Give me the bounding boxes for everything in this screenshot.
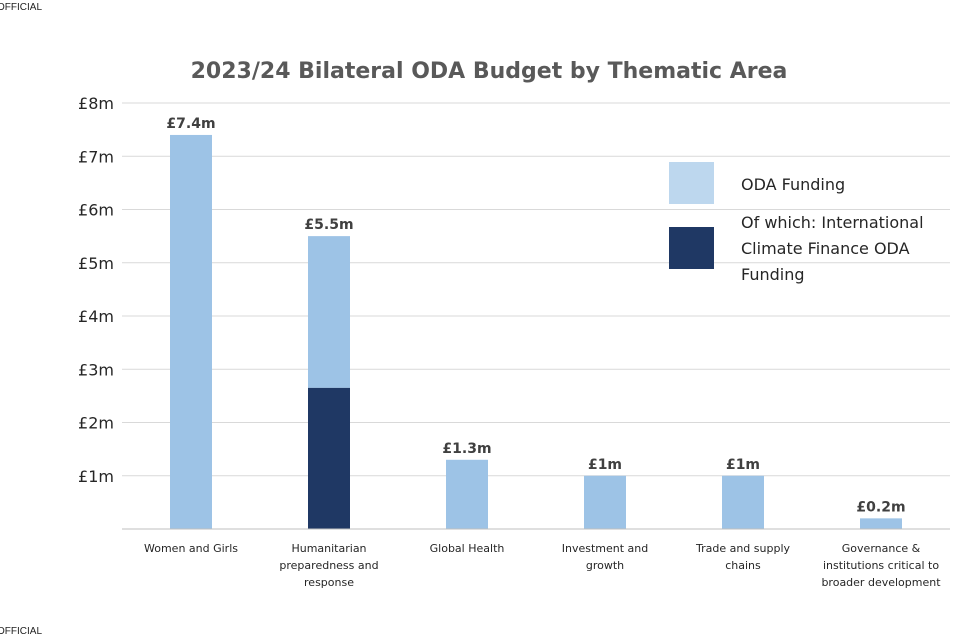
- data-label: £1m: [588, 457, 622, 473]
- bar-oda-funding: [308, 236, 350, 388]
- bar-oda-funding: [860, 518, 902, 529]
- security-marking-bottom: OFFICIAL: [0, 626, 43, 637]
- bar-oda-funding: [446, 459, 488, 529]
- data-labels: £7.4m £5.5m £1.3m £1m £1m £0.2m: [166, 116, 905, 515]
- bar-oda-funding: [170, 134, 212, 529]
- y-tick-label: £8m: [78, 94, 114, 113]
- x-axis: Women and Girls Humanitarian preparedness …: [122, 528, 950, 589]
- bar-oda-funding: [584, 475, 626, 529]
- y-tick-label: £2m: [78, 414, 114, 433]
- data-label: £5.5m: [304, 217, 353, 233]
- y-tick-label: £7m: [78, 147, 114, 166]
- data-label: £1.3m: [442, 441, 491, 457]
- category-label: Global Health: [430, 542, 505, 555]
- category-label: Governance & institutions critical to broa…: [821, 542, 941, 589]
- y-tick-label: £4m: [78, 307, 114, 326]
- y-axis: £1m £2m £3m £4m £5m £6m £7m £8m: [78, 94, 114, 486]
- bar-oda-funding: [722, 475, 764, 529]
- gridlines: [122, 102, 950, 477]
- security-marking-top: OFFICIAL: [0, 2, 43, 13]
- category-label: Women and Girls: [144, 542, 238, 555]
- y-tick-label: £3m: [78, 360, 114, 379]
- data-label: £1m: [726, 457, 760, 473]
- category-label: Trade and supply chains: [695, 542, 791, 572]
- legend-swatch-icf: [669, 227, 714, 269]
- bar-icf-funding: [308, 387, 350, 529]
- category-label: Humanitarian preparedness and response: [279, 542, 378, 589]
- y-tick-label: £6m: [78, 201, 114, 220]
- data-label: £7.4m: [166, 116, 215, 132]
- legend-swatch-oda: [669, 162, 714, 204]
- legend-label: ODA Funding: [741, 175, 845, 194]
- legend-label: Of which: International Climate Finance O…: [741, 213, 924, 284]
- data-label: £0.2m: [856, 499, 905, 515]
- y-tick-label: £1m: [78, 467, 114, 486]
- y-tick-label: £5m: [78, 254, 114, 273]
- legend: ODA Funding Of which: International Climat…: [669, 162, 924, 284]
- bars: [170, 134, 902, 529]
- category-label: Investment and growth: [562, 542, 649, 572]
- chart-title: 2023/24 Bilateral ODA Budget by Thematic…: [191, 59, 788, 84]
